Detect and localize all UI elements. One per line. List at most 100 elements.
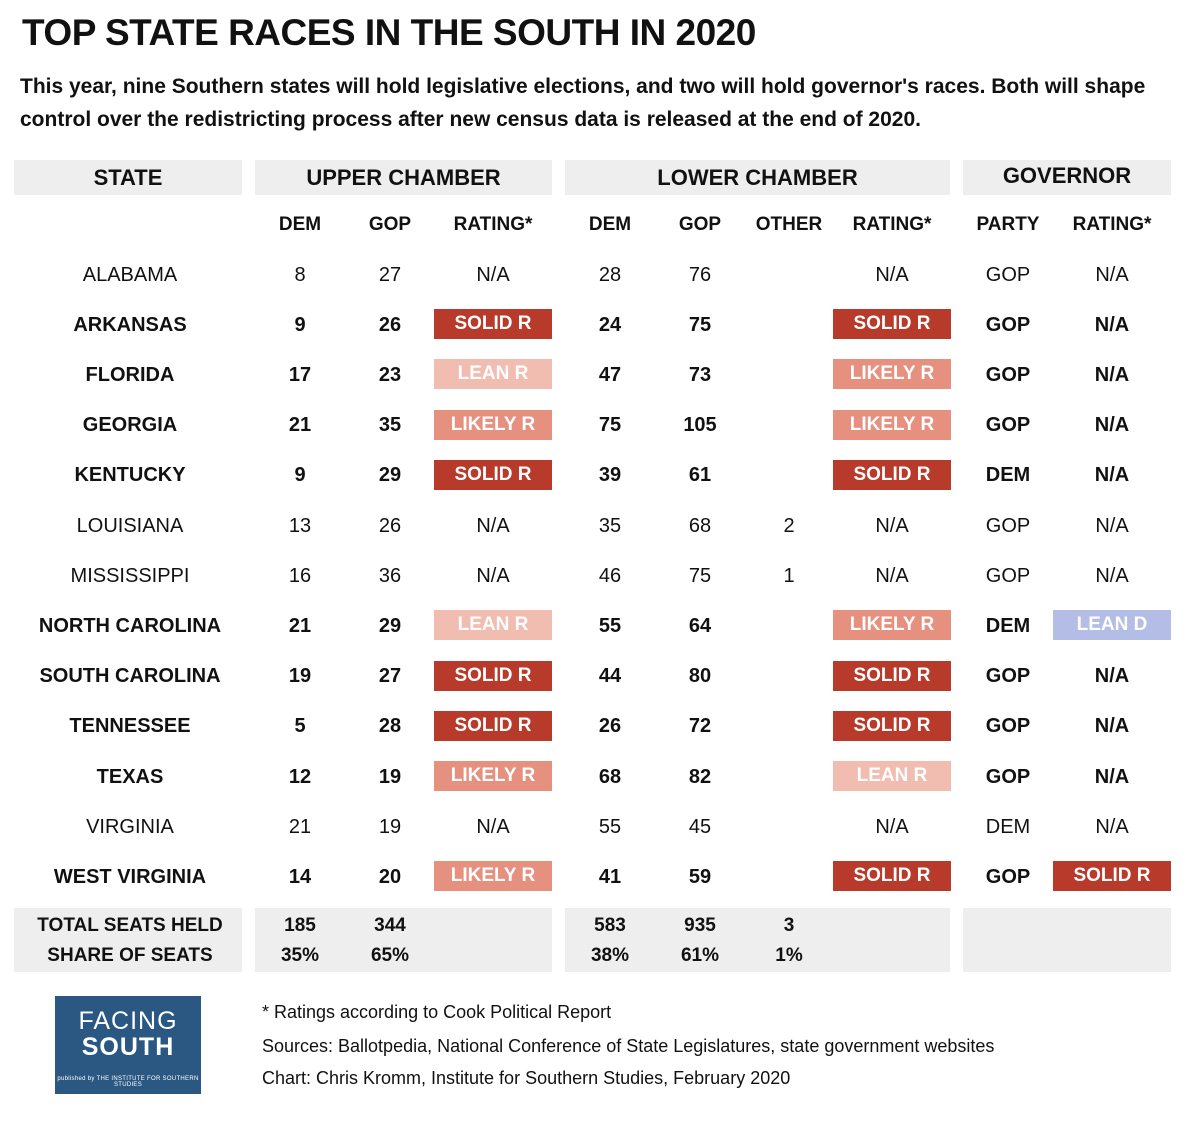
lower-rating: N/A [875,514,909,537]
governor-rating: N/A [1095,514,1129,537]
lower-gop-seats: 82 [688,765,712,788]
lower-gop-seats: 73 [688,363,712,386]
state-name: NORTH CAROLINA [38,614,222,637]
upper-gop-seats: 19 [378,815,402,838]
upper-gop-seats: 20 [378,865,402,888]
lower-dem-seats: 44 [598,665,622,688]
lower-dem-header: DEM [588,214,632,235]
upper-rating: SOLID R [434,660,552,691]
state-name: GEORGIA [82,414,178,437]
lower-gop-seats: 75 [688,564,712,587]
governor-party: GOP [985,313,1031,336]
lower-gop-seats: 61 [688,464,712,487]
upper-dem-header: DEM [278,214,322,235]
lower-rating: N/A [875,263,909,286]
governor-rating: N/A [1095,815,1129,838]
state-header-band [14,160,242,195]
lower-gop-seats: 68 [688,514,712,537]
state-name: ARKANSAS [73,313,187,336]
lower-dem-seats: 68 [598,765,622,788]
lower-other-seats: 2 [783,514,795,537]
governor-group-header: GOVERNOR [1002,162,1132,188]
lower-other-seats: 1 [783,564,795,587]
governor-rating: N/A [1094,765,1130,788]
page-subtitle: This year, nine Southern states will hol… [20,75,1146,131]
upper-dem-seats: 14 [288,865,312,888]
lower-rating: SOLID R [833,459,951,490]
lower-gop-seats: 80 [688,665,712,688]
governor-rating: N/A [1094,363,1130,386]
upper-dem-seats: 16 [288,564,312,587]
lower-dem-share: 38% [590,945,630,966]
totals-state-band [14,908,242,972]
upper-rating: SOLID R [434,710,552,741]
lower-gop-seats: 72 [688,715,712,738]
upper-rating: LEAN R [434,610,552,641]
upper-gop-seats: 26 [378,514,402,537]
lower-other-seats [745,762,833,792]
governor-party: GOP [985,715,1031,738]
lower-dem-seats: 26 [598,715,622,738]
governor-party-header: PARTY [976,214,1040,235]
state-name: TEXAS [96,765,164,788]
lower-rating: SOLID R [833,861,951,892]
state-name: ALABAMA [82,263,178,286]
governor-rating: N/A [1094,313,1130,336]
governor-party: GOP [985,564,1031,587]
lower-dem-seats: 75 [598,414,622,437]
upper-rating: SOLID R [434,309,552,340]
upper-rating: N/A [476,815,510,838]
upper-rating: SOLID R [434,459,552,490]
lower-rating: SOLID R [833,660,951,691]
upper-dem-seats: 17 [288,363,312,386]
lower-rating: N/A [875,815,909,838]
governor-party: GOP [985,765,1031,788]
upper-dem-seats: 5 [294,715,306,738]
lower-other-share: 1% [775,945,803,966]
lower-gop-share: 61% [680,945,720,966]
facing-south-logo: FACING SOUTH published by THE INSTITUTE … [55,996,201,1094]
upper-rating: LEAN R [434,359,552,390]
governor-party: GOP [985,665,1031,688]
upper-dem-seats: 21 [288,815,312,838]
lower-rating: SOLID R [833,309,951,340]
upper-dem-seats: 8 [294,263,306,286]
upper-dem-seats: 19 [288,665,312,688]
governor-party: DEM [985,614,1031,637]
lower-gop-seats: 105 [683,414,717,437]
lower-other-header: OTHER [755,214,823,235]
lower-other-seats [745,812,833,842]
upper-gop-seats: 23 [378,363,402,386]
totals-governor-band [963,908,1171,972]
lower-other-seats [745,611,833,641]
lower-other-seats [745,662,833,692]
upper-gop-header: GOP [368,214,412,235]
share-of-seats-label: SHARE OF SEATS [47,945,213,966]
governor-rating: N/A [1094,464,1130,487]
governor-party: DEM [985,815,1031,838]
totals-upper-band [255,908,552,972]
state-name: FLORIDA [85,363,175,386]
logo-line-2: SOUTH [81,1033,175,1061]
governor-rating: N/A [1094,665,1130,688]
lower-other-seats [745,461,833,491]
sources-footnote: Sources: Ballotpedia, National Conferenc… [262,1036,995,1056]
lower-rating: LEAN R [833,761,951,791]
upper-chamber-group-header: UPPER CHAMBER [306,164,501,190]
lower-rating: N/A [875,564,909,587]
upper-dem-seats: 9 [294,313,306,336]
upper-gop-seats: 29 [378,614,402,637]
page-title: TOP STATE RACES IN THE SOUTH IN 2020 [22,12,756,53]
lower-rating: LIKELY R [833,610,951,641]
lower-gop-header: GOP [678,214,722,235]
lower-other-seats [745,260,833,290]
logo-line-3: published by THE INSTITUTE FOR SOUTHERN … [57,1076,199,1088]
upper-gop-seats: 29 [378,464,402,487]
lower-other-seats [745,310,833,340]
upper-gop-seats: 35 [378,414,402,437]
lower-other-seats [745,712,833,742]
governor-header-band [963,160,1171,195]
lower-dem-seats: 39 [598,464,622,487]
governor-party: GOP [985,363,1031,386]
lower-rating: LIKELY R [833,359,951,390]
